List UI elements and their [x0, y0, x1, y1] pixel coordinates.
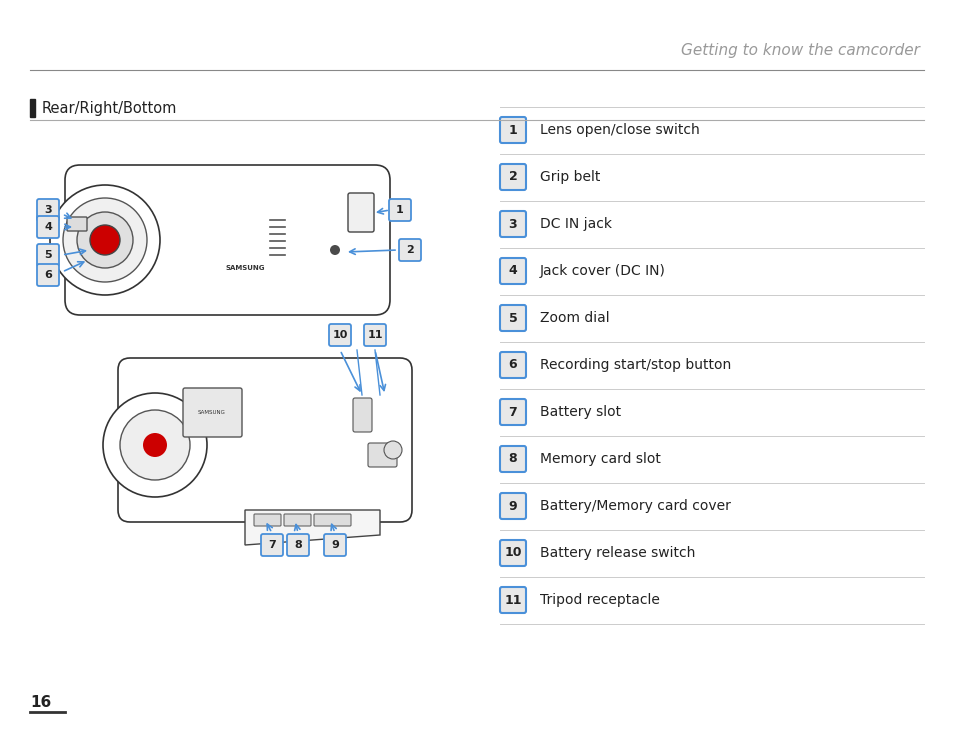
FancyBboxPatch shape [324, 534, 346, 556]
FancyBboxPatch shape [37, 199, 59, 221]
FancyBboxPatch shape [499, 211, 525, 237]
Text: 2: 2 [406, 245, 414, 255]
Text: 4: 4 [44, 222, 51, 232]
Text: Zoom dial: Zoom dial [539, 311, 609, 325]
Text: Lens open/close switch: Lens open/close switch [539, 123, 699, 137]
Text: Jack cover (DC IN): Jack cover (DC IN) [539, 264, 665, 278]
FancyBboxPatch shape [67, 217, 87, 231]
Bar [30, 99, 35, 117]
Circle shape [103, 393, 207, 497]
Text: Battery slot: Battery slot [539, 405, 620, 419]
Text: 9: 9 [331, 540, 338, 550]
Polygon shape [245, 510, 379, 545]
Text: Memory card slot: Memory card slot [539, 452, 660, 466]
FancyBboxPatch shape [118, 358, 412, 522]
FancyBboxPatch shape [499, 164, 525, 190]
Text: 11: 11 [504, 593, 521, 607]
Text: SAMSUNG: SAMSUNG [225, 265, 265, 271]
Text: 11: 11 [367, 330, 382, 340]
Circle shape [50, 185, 160, 295]
FancyBboxPatch shape [183, 388, 242, 437]
FancyBboxPatch shape [284, 514, 311, 526]
FancyBboxPatch shape [253, 514, 281, 526]
FancyBboxPatch shape [389, 199, 411, 221]
FancyBboxPatch shape [329, 324, 351, 346]
Circle shape [330, 245, 339, 255]
Text: Recording start/stop button: Recording start/stop button [539, 358, 731, 372]
Text: 7: 7 [508, 405, 517, 418]
FancyBboxPatch shape [499, 446, 525, 472]
Text: 9: 9 [508, 499, 517, 512]
FancyBboxPatch shape [37, 264, 59, 286]
Text: 4: 4 [508, 264, 517, 277]
FancyBboxPatch shape [287, 534, 309, 556]
FancyBboxPatch shape [499, 258, 525, 284]
Circle shape [143, 433, 167, 457]
Text: 6: 6 [44, 270, 51, 280]
FancyBboxPatch shape [314, 514, 351, 526]
Text: 2: 2 [508, 171, 517, 183]
Text: Rear/Right/Bottom: Rear/Right/Bottom [42, 101, 177, 115]
Text: 5: 5 [44, 250, 51, 260]
Text: 8: 8 [294, 540, 301, 550]
Text: 10: 10 [332, 330, 347, 340]
FancyBboxPatch shape [364, 324, 386, 346]
Text: SAMSUNG: SAMSUNG [198, 410, 226, 415]
Circle shape [77, 212, 132, 268]
FancyBboxPatch shape [499, 540, 525, 566]
FancyBboxPatch shape [398, 239, 420, 261]
Text: Battery/Memory card cover: Battery/Memory card cover [539, 499, 730, 513]
Circle shape [90, 225, 120, 255]
Text: 16: 16 [30, 695, 51, 710]
FancyBboxPatch shape [65, 165, 390, 315]
FancyBboxPatch shape [261, 534, 283, 556]
Text: 8: 8 [508, 453, 517, 466]
Text: 3: 3 [44, 205, 51, 215]
Text: DC IN jack: DC IN jack [539, 217, 612, 231]
FancyBboxPatch shape [348, 193, 374, 232]
Circle shape [120, 410, 190, 480]
FancyBboxPatch shape [368, 443, 396, 467]
Text: 3: 3 [508, 218, 517, 231]
Text: Grip belt: Grip belt [539, 170, 599, 184]
Text: 10: 10 [504, 547, 521, 559]
FancyBboxPatch shape [499, 305, 525, 331]
Text: 1: 1 [395, 205, 403, 215]
Text: Tripod receptacle: Tripod receptacle [539, 593, 659, 607]
Text: 5: 5 [508, 312, 517, 325]
FancyBboxPatch shape [499, 117, 525, 143]
Text: Getting to know the camcorder: Getting to know the camcorder [680, 43, 919, 58]
Text: 1: 1 [508, 123, 517, 137]
FancyBboxPatch shape [37, 244, 59, 266]
Text: 6: 6 [508, 358, 517, 372]
FancyBboxPatch shape [353, 398, 372, 432]
FancyBboxPatch shape [499, 587, 525, 613]
Circle shape [384, 441, 401, 459]
FancyBboxPatch shape [499, 493, 525, 519]
Text: Battery release switch: Battery release switch [539, 546, 695, 560]
FancyBboxPatch shape [37, 216, 59, 238]
Text: 7: 7 [268, 540, 275, 550]
FancyBboxPatch shape [499, 399, 525, 425]
Circle shape [63, 198, 147, 282]
FancyBboxPatch shape [499, 352, 525, 378]
